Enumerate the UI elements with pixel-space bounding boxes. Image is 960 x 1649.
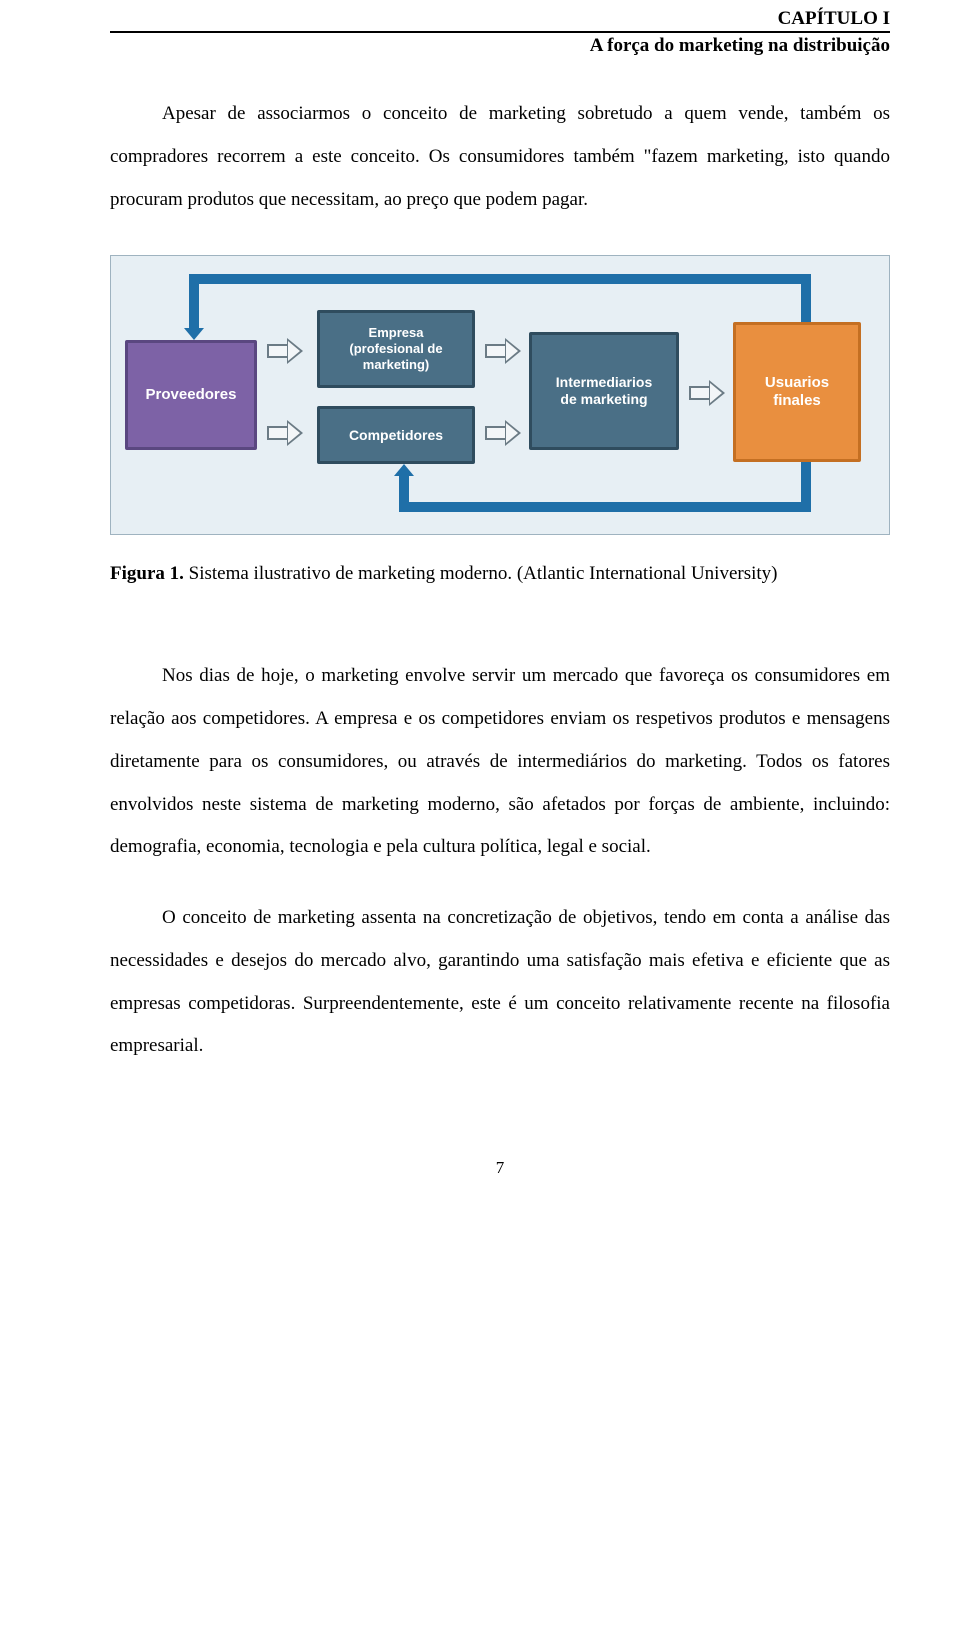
node-empresa: Empresa(profesional demarketing)	[317, 310, 475, 388]
feedback-top-right-v	[801, 274, 811, 322]
node-proveedores: Proveedores	[125, 340, 257, 450]
chapter-subtitle: A força do marketing na distribuição	[110, 35, 890, 57]
chapter-label: CAPÍTULO I	[110, 8, 890, 33]
arrow-forward-2	[485, 338, 523, 364]
arrow-forward-4	[689, 380, 727, 406]
figure-caption-rest: Sistema ilustrativo de marketing moderno…	[184, 563, 778, 584]
feedback-top-left-v	[189, 274, 199, 330]
paragraph-body-1: Nos dias de hoje, o marketing envolve se…	[110, 655, 890, 869]
arrow-forward-1	[267, 420, 305, 446]
page-header: CAPÍTULO I A força do marketing na distr…	[110, 0, 890, 57]
figure-caption: Figura 1. Sistema ilustrativo de marketi…	[110, 563, 890, 585]
feedback-bottom-h	[399, 502, 811, 512]
feedback-bottom-left-v	[399, 474, 409, 502]
node-usuarios: Usuariosfinales	[733, 322, 861, 462]
feedback-top-h	[189, 274, 811, 284]
arrow-forward-0	[267, 338, 305, 364]
paragraph-body-2: O conceito de marketing assenta na concr…	[110, 897, 890, 1068]
node-competidores: Competidores	[317, 406, 475, 464]
marketing-system-diagram: Proveedores Empresa(profesional demarketi…	[110, 255, 890, 535]
arrow-forward-3	[485, 420, 523, 446]
feedback-bottom-left-cap	[394, 464, 414, 476]
feedback-top-left-cap	[184, 328, 204, 340]
node-intermediarios: Intermediariosde marketing	[529, 332, 679, 450]
paragraph-intro: Apesar de associarmos o conceito de mark…	[110, 93, 890, 221]
feedback-bottom-right-v	[801, 462, 811, 512]
figure-caption-bold: Figura 1.	[110, 563, 184, 584]
page-number: 7	[110, 1158, 890, 1178]
